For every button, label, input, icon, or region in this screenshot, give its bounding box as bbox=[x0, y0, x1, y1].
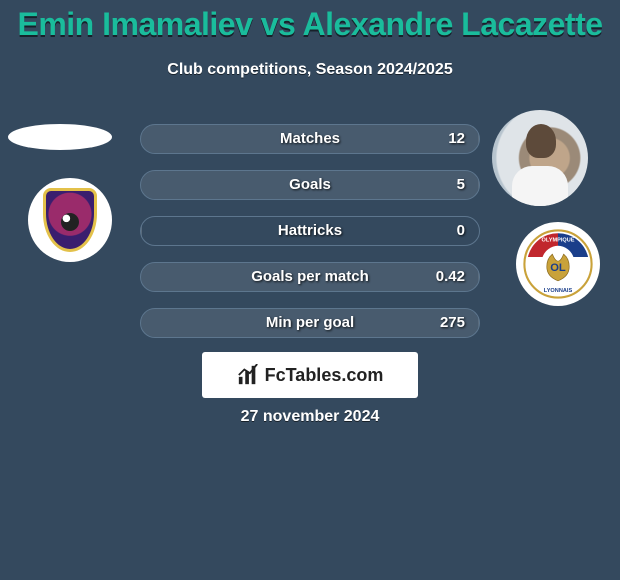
stats-bars: Matches12 Goals5 Hattricks0 Goals per match… bbox=[140, 124, 480, 354]
stat-bar-value: 12 bbox=[448, 125, 465, 153]
club-right-text-bottom: LYONNAIS bbox=[544, 288, 573, 294]
player-right-avatar bbox=[492, 110, 588, 206]
stat-bar: Matches12 bbox=[140, 124, 480, 154]
stat-bar: Hattricks0 bbox=[140, 216, 480, 246]
stat-bar-value: 0.42 bbox=[436, 263, 465, 291]
subtitle: Club competitions, Season 2024/2025 bbox=[0, 61, 620, 79]
stat-bar-value: 275 bbox=[440, 309, 465, 337]
stat-bar: Goals per match0.42 bbox=[140, 262, 480, 292]
stat-bar: Min per goal275 bbox=[140, 308, 480, 338]
stat-bar-value: 5 bbox=[457, 171, 465, 199]
club-left-shield-icon bbox=[43, 188, 97, 252]
stat-bar-value: 0 bbox=[457, 217, 465, 245]
date-text: 27 november 2024 bbox=[0, 408, 620, 426]
lyon-badge-icon: OLYMPIQUE LYONNAIS OL bbox=[523, 229, 593, 299]
club-right-text-top: OLYMPIQUE bbox=[541, 238, 574, 244]
brand-chart-icon bbox=[237, 364, 259, 386]
stat-bar-label: Matches bbox=[141, 125, 479, 153]
club-right-badge: OLYMPIQUE LYONNAIS OL bbox=[516, 222, 600, 306]
player-left-placeholder bbox=[8, 124, 112, 150]
club-left-badge bbox=[28, 178, 112, 262]
stat-bar-label: Goals bbox=[141, 171, 479, 199]
stat-bar-label: Min per goal bbox=[141, 309, 479, 337]
stat-bar-label: Goals per match bbox=[141, 263, 479, 291]
svg-text:OL: OL bbox=[550, 262, 566, 274]
brand-text: FcTables.com bbox=[265, 365, 384, 386]
brand-badge: FcTables.com bbox=[202, 352, 418, 398]
stat-bar: Goals5 bbox=[140, 170, 480, 200]
page-title: Emin Imamaliev vs Alexandre Lacazette bbox=[0, 0, 620, 43]
stat-bar-label: Hattricks bbox=[141, 217, 479, 245]
